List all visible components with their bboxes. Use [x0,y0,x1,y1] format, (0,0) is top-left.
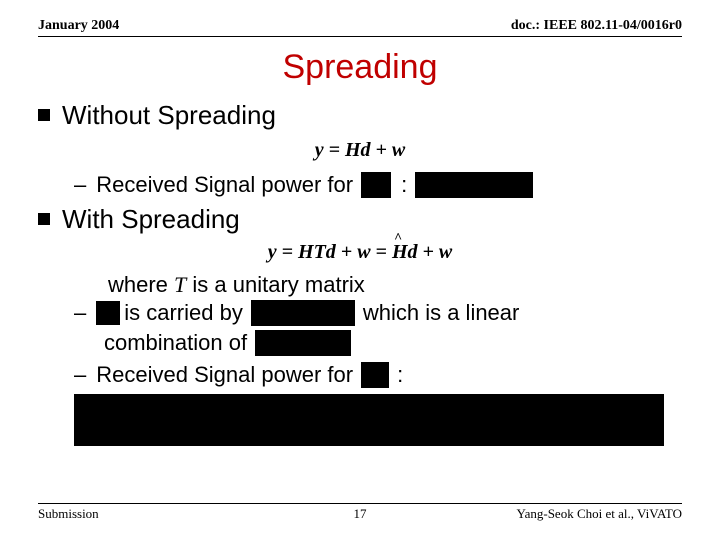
sub2a-text-b: which is a linear [363,300,520,326]
where-T: T [174,272,186,297]
redacted-block [415,172,533,198]
equation-2: y = HTd + w = Hd + w [38,241,682,264]
slide-content: Without Spreading y = Hd + w – Received … [38,100,682,446]
equation-1-text: y = Hd + w [315,139,406,161]
footer-left: Submission [38,506,99,522]
redacted-block [251,300,355,326]
sub2c-text: Received Signal power for [96,362,353,388]
equation-1: y = Hd + w [38,139,682,162]
redacted-block [361,362,389,388]
slide-title: Spreading [0,48,720,87]
redacted-block [361,172,391,198]
header-doc: doc.: IEEE 802.11-04/0016r0 [511,18,682,34]
dash-icon: – [74,172,86,198]
sub2a-text: is carried by [124,300,243,326]
where-a: where [108,272,174,297]
redacted-block [96,301,120,325]
equation-2-text-a: y = HTd + w = [268,241,392,263]
equation-2-hat: Hd + w [392,241,452,264]
slide-header: January 2004 doc.: IEEE 802.11-04/0016r0 [38,18,682,37]
slide-footer: Submission 17 Yang-Seok Choi et al., ViV… [38,503,682,522]
sub2b-text: combination of [104,330,247,356]
footer-right: Yang-Seok Choi et al., ViVATO [517,506,682,522]
where-clause: where T is a unitary matrix [108,272,682,298]
where-b: is a unitary matrix [186,272,365,297]
page-number: 17 [354,506,367,522]
sub-bullet-1: – Received Signal power for : [74,172,682,198]
sub2c-colon: : [397,362,403,388]
header-date: January 2004 [38,18,119,34]
sub1-text-a: Received Signal power for [96,172,353,198]
bullet-square-icon [38,213,50,225]
sub-bullet-2a: – is carried by which is a linear [74,300,682,326]
sub-bullet-2b: combination of [104,330,682,356]
bullet-square-icon [38,109,50,121]
dash-icon: – [74,362,86,388]
dash-icon: – [74,300,86,326]
redacted-block [255,330,351,356]
bullet-with-spreading: With Spreading [38,204,682,235]
section1-heading: Without Spreading [62,100,276,131]
sub1-colon: : [401,172,407,198]
section2-heading: With Spreading [62,204,240,235]
sub-bullet-2c: – Received Signal power for : [74,362,682,388]
redacted-large-block [74,394,664,446]
bullet-without-spreading: Without Spreading [38,100,682,131]
